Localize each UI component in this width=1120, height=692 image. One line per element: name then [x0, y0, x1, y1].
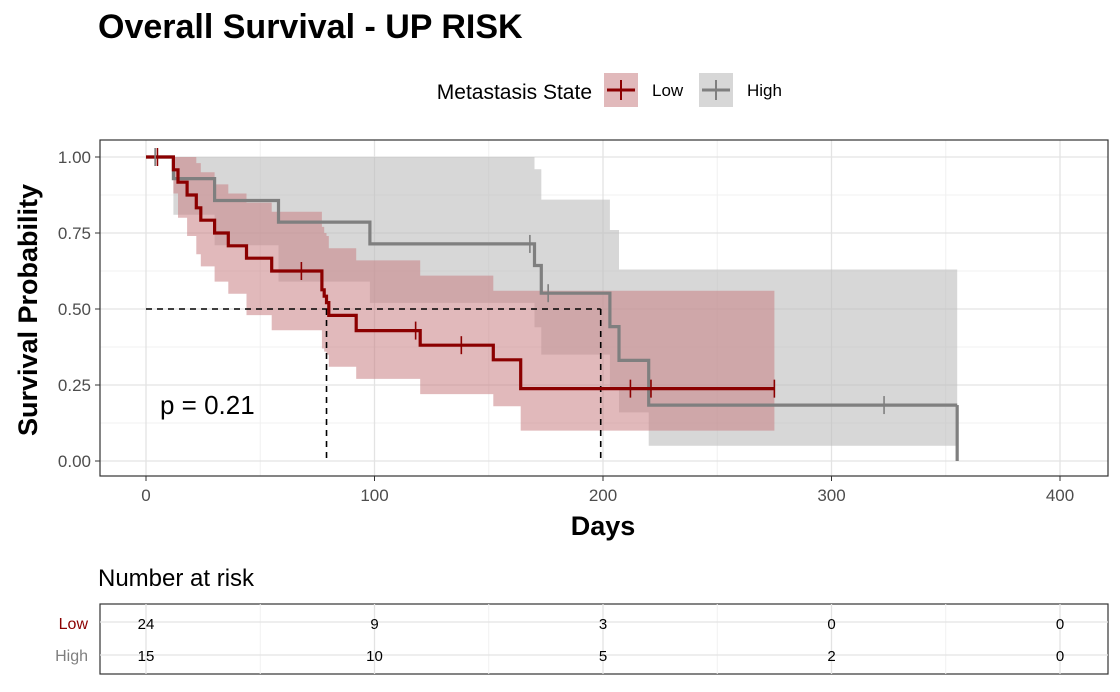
- risk-table-border: [99, 603, 1109, 675]
- legend: Metastasis State Low High: [437, 73, 782, 107]
- x-tick-label: 0: [141, 486, 150, 505]
- plot-border: [99, 139, 1109, 477]
- legend-title: Metastasis State: [437, 81, 592, 104]
- legend-high-label: High: [747, 81, 782, 100]
- risk-cell: 9: [370, 616, 378, 633]
- y-tick-label: 0.25: [58, 376, 91, 395]
- risk-cell: 0: [827, 616, 835, 633]
- curve-low: [146, 155, 775, 391]
- y-tick-label: 1.00: [58, 148, 91, 167]
- risk-row-label-high: High: [55, 648, 88, 665]
- curve-high: [146, 155, 958, 407]
- censor-marks: [154, 148, 885, 415]
- median-lines: [146, 308, 602, 461]
- x-tick-label: 300: [817, 486, 845, 505]
- risk-cell: 10: [366, 648, 383, 665]
- x-axis-title: Days: [571, 511, 636, 541]
- x-tick-label: 200: [589, 486, 617, 505]
- y-tick-label: 0.50: [58, 300, 91, 319]
- chart-title: Overall Survival - UP RISK: [98, 8, 523, 46]
- confidence-bands: [146, 157, 958, 446]
- risk-cell: 2: [827, 648, 835, 665]
- y-tick-label: 0.00: [58, 452, 91, 471]
- risk-cell: 5: [599, 648, 607, 665]
- risk-cell: 15: [138, 648, 155, 665]
- risk-cell: 0: [1056, 616, 1064, 633]
- axes: 0 100 200 300 400 0.00 0.25 0.50 0.75 1.00: [58, 148, 1074, 505]
- band-low: [146, 157, 775, 431]
- risk-cell: 3: [599, 616, 607, 633]
- p-value: p = 0.21: [160, 390, 255, 420]
- y-axis-title: Survival Probability: [13, 184, 43, 436]
- y-tick-label: 0.75: [58, 224, 91, 243]
- risk-cell: 24: [138, 616, 155, 633]
- risk-cell: 0: [1056, 648, 1064, 665]
- survival-plot-panel: p = 0.21: [99, 139, 1109, 477]
- legend-low-label: Low: [652, 81, 684, 100]
- risk-row-label-low: Low: [59, 616, 89, 633]
- risk-table: Low 24 9 3 0 0 High 15 10 5 2 0: [55, 603, 1109, 675]
- risk-table-title: Number at risk: [98, 565, 255, 592]
- x-tick-label: 100: [360, 486, 388, 505]
- survival-curves: [146, 155, 959, 461]
- x-tick-label: 400: [1046, 486, 1074, 505]
